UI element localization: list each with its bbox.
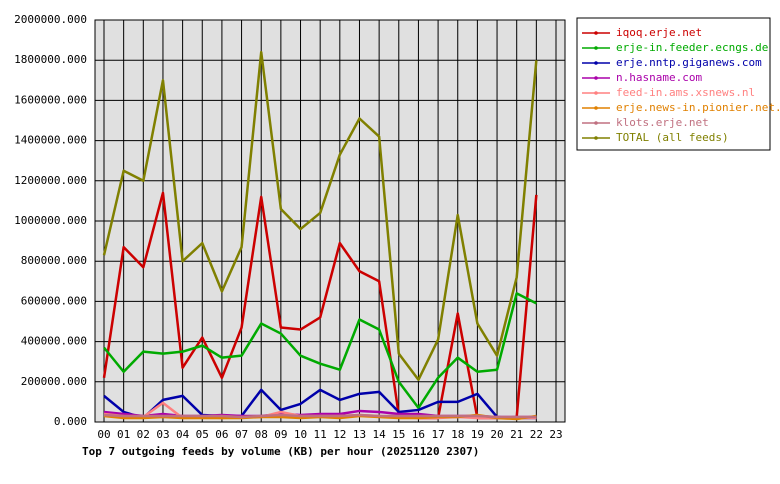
x-tick-label: 14 [373, 428, 387, 441]
legend-label: erje.nntp.giganews.com [616, 56, 762, 69]
plot-border [94, 19, 566, 423]
legend-marker [594, 136, 598, 140]
x-tick-label: 17 [431, 428, 444, 441]
legend-label: iqoq.erje.net [616, 26, 702, 39]
x-tick-label: 05 [196, 428, 209, 441]
legend-label: n.hasname.com [616, 71, 702, 84]
x-tick-label: 01 [117, 428, 130, 441]
x-tick-label: 02 [137, 428, 150, 441]
x-tick-label: 20 [490, 428, 503, 441]
x-tick-label: 16 [412, 428, 425, 441]
x-tick-label: 07 [235, 428, 248, 441]
legend-marker [594, 91, 598, 95]
legend-box [576, 17, 771, 151]
series-line [103, 413, 537, 419]
legend-marker [594, 31, 598, 35]
legend-label: TOTAL (all feeds) [616, 131, 729, 144]
y-tick-label: 0.000 [54, 415, 87, 428]
y-tick-label: 400000.000 [21, 335, 87, 348]
legend-label: feed-in.ams.xsnews.nl [616, 86, 755, 99]
x-tick-label: 21 [510, 428, 523, 441]
y-tick-label: 1800000.000 [14, 53, 87, 66]
y-tick-label: 800000.000 [21, 254, 87, 267]
x-tick-label: 12 [333, 428, 346, 441]
series-line [102, 191, 538, 420]
y-tick-label: 1400000.000 [14, 134, 87, 147]
x-tick-label: 19 [471, 428, 484, 441]
y-tick-label: 600000.000 [21, 294, 87, 307]
x-tick-label: 00 [97, 428, 110, 441]
x-tick-label: 04 [176, 428, 190, 441]
x-tick-label: 15 [392, 428, 405, 441]
x-tick-label: 11 [314, 428, 327, 441]
legend-label: erje-in.feeder.ecngs.de [616, 41, 768, 54]
y-tick-label: 1200000.000 [14, 174, 87, 187]
y-tick-label: 1000000.000 [14, 214, 87, 227]
x-tick-label: 06 [215, 428, 228, 441]
x-tick-label: 09 [274, 428, 287, 441]
y-tick-label: 2000000.000 [14, 13, 87, 26]
legend-marker [594, 46, 598, 50]
legend-marker [594, 106, 598, 110]
x-tick-label: 22 [530, 428, 543, 441]
legend-marker [594, 61, 598, 65]
series-line [103, 388, 537, 420]
x-tick-label: 08 [255, 428, 268, 441]
x-tick-label: 13 [353, 428, 366, 441]
legend-label: erje.news-in.pionier.net.pl [616, 101, 780, 114]
y-tick-label: 200000.000 [21, 375, 87, 388]
legend-marker [594, 76, 598, 80]
x-tick-label: 10 [294, 428, 307, 441]
series-line [103, 292, 537, 410]
series-line [102, 50, 538, 382]
legend-label: klots.erje.net [616, 116, 709, 129]
x-tick-label: 03 [156, 428, 169, 441]
legend-marker [594, 121, 598, 125]
x-tick-label: 23 [549, 428, 562, 441]
x-tick-label: 18 [451, 428, 464, 441]
chart-title: Top 7 outgoing feeds by volume (KB) per … [82, 445, 479, 458]
y-tick-label: 1600000.000 [14, 93, 87, 106]
